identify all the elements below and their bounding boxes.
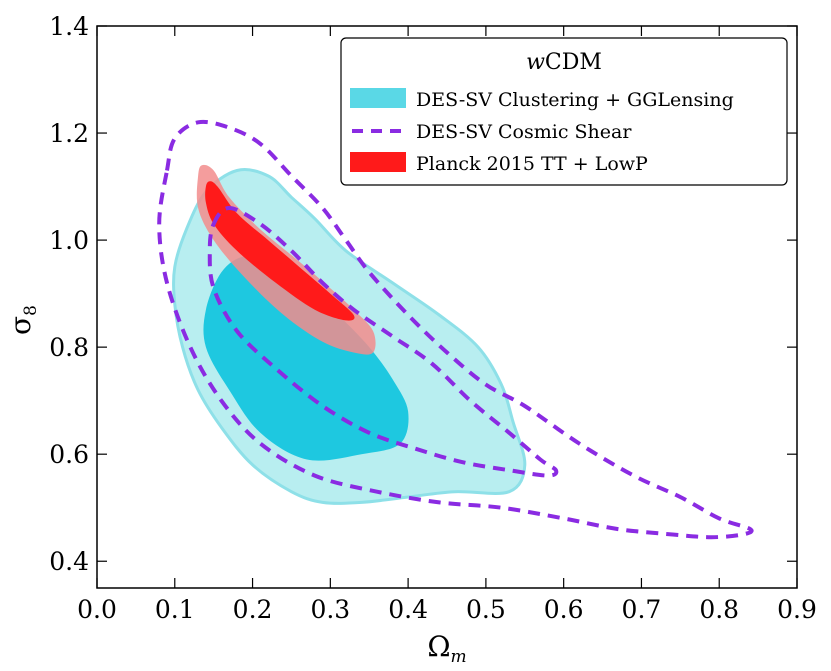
axis-ticks: 0.0 0.1 0.2 0.3 0.4 0.5 0.6 0.7 0.8 0.9 0.4 0.6 0.8 1… <box>49 12 817 624</box>
y-tick-label: 1.2 <box>49 119 89 148</box>
x-tick-label: 0.8 <box>699 595 739 624</box>
x-tick-label: 0.5 <box>466 595 506 624</box>
legend-title: wCDM <box>526 50 602 75</box>
plot-frame <box>96 25 798 589</box>
x-tick-label: 0.3 <box>310 595 350 624</box>
y-tick-label: 0.4 <box>49 547 89 576</box>
x-tick-label: 0.7 <box>622 595 662 624</box>
contour-cosmic-shear-95 <box>157 119 754 540</box>
y-tick-label: 0.8 <box>49 333 89 362</box>
contour-clustering-68 <box>203 255 409 461</box>
x-tick-label: 0.2 <box>233 595 273 624</box>
y-axis-label: σ8 <box>4 305 41 335</box>
x-axis-label: Ωm <box>427 630 466 667</box>
x-tick-label: 0.1 <box>155 595 195 624</box>
x-tick-label: 0.4 <box>388 595 428 624</box>
contour-planck-68 <box>205 181 355 321</box>
y-tick-label: 1.4 <box>49 12 89 41</box>
contour-layer <box>157 119 754 540</box>
legend-box <box>340 37 788 186</box>
legend-swatch-clustering <box>350 88 406 108</box>
x-tick-label: 0.6 <box>544 595 584 624</box>
x-tick-label: 0.0 <box>77 595 117 624</box>
y-tick-label: 1.0 <box>49 226 89 255</box>
legend-label-cosmic-shear: DES-SV Cosmic Shear <box>416 121 632 143</box>
legend-label-planck: Planck 2015 TT + LowP <box>416 153 648 175</box>
y-tick-label: 0.6 <box>49 440 89 469</box>
contour-cosmic-shear-68 <box>207 205 559 478</box>
legend: wCDM DES-SV Clustering + GGLensing DES-S… <box>340 37 788 186</box>
legend-label-clustering: DES-SV Clustering + GGLensing <box>416 89 734 111</box>
x-tick-label: 0.9 <box>777 595 817 624</box>
legend-swatch-planck <box>350 152 406 172</box>
